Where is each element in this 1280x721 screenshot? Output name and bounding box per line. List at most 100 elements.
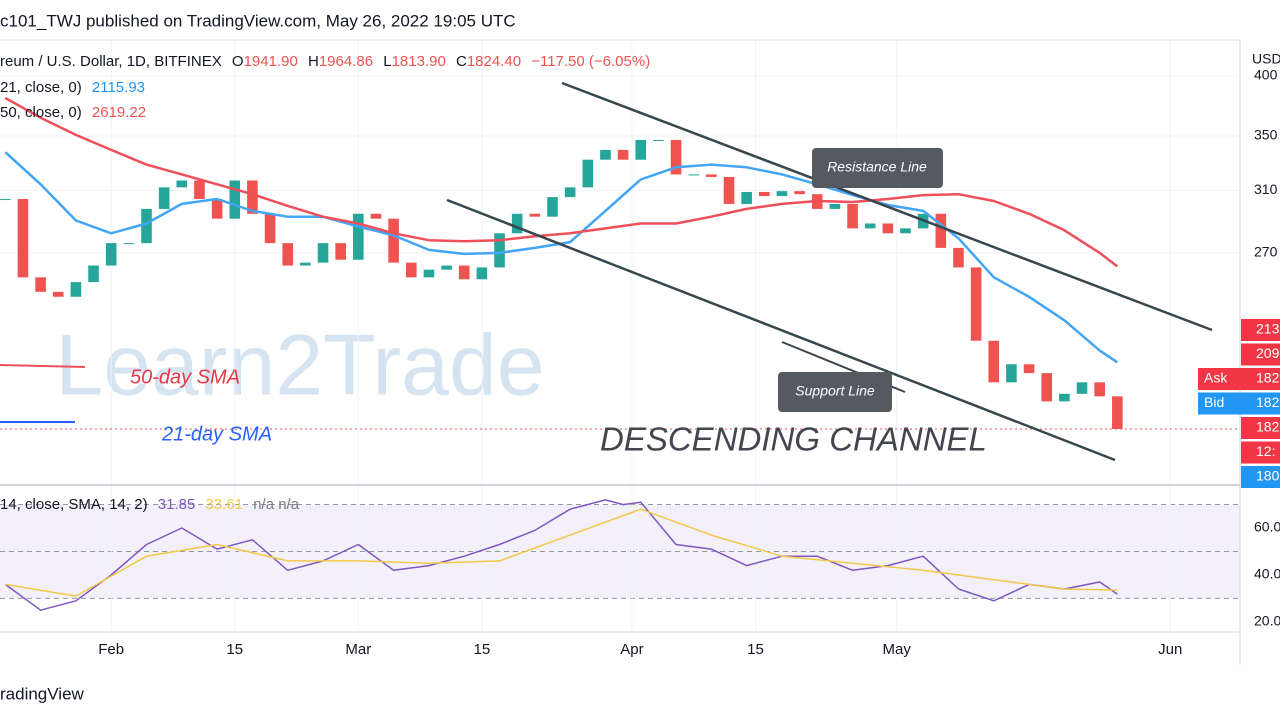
candle-body	[882, 223, 894, 234]
watermark: Learn2Trade	[55, 318, 544, 414]
candle-body	[282, 243, 294, 266]
axes: Feb 15 Mar 15 Apr 15 May Jun 400 350 310 270 60.0 40.…	[98, 67, 1280, 658]
price-tag	[1198, 392, 1280, 415]
candle-body	[829, 203, 841, 209]
y-tick-label: 350	[1254, 127, 1278, 143]
sma50-legend: 50, close, 0) 2619.22	[0, 104, 146, 121]
candle-body	[52, 291, 64, 297]
ohlc-label: O	[232, 53, 244, 70]
candle-body	[141, 208, 152, 244]
rsi-tick-label: 40.0	[1254, 566, 1280, 582]
symbol-legend: reum / U.S. Dollar, 1D, BITFINEX O1941.9…	[0, 53, 650, 70]
x-tick-label: Feb	[98, 641, 124, 658]
currency-label: USD	[1252, 51, 1280, 67]
symbol: reum / U.S. Dollar, 1D, BITFINEX	[0, 53, 222, 70]
candle-body	[423, 269, 435, 278]
price-tag	[1241, 466, 1280, 488]
publisher-line: c101_TWJ published on TradingView.com, M…	[0, 11, 516, 30]
x-tick-label: 15	[226, 641, 243, 658]
ohlc-value: 1941.90	[244, 53, 298, 70]
y-tick-label: 270	[1254, 243, 1278, 259]
candle-body	[1059, 393, 1070, 402]
candle-body	[847, 203, 858, 229]
candle-body	[794, 191, 805, 195]
candle-body	[547, 197, 558, 217]
rsi-sma-value: 33.61	[205, 496, 243, 513]
rsi-band	[0, 504, 1240, 599]
sma50-name: 50, close, 0)	[0, 104, 82, 121]
change: −117.50 (−6.05%)	[531, 53, 650, 70]
candle-body	[194, 180, 205, 200]
candle-body	[123, 243, 135, 245]
candle-body	[953, 247, 964, 268]
candle-body	[688, 174, 699, 176]
candle-body	[564, 187, 576, 198]
candle-body	[105, 243, 117, 266]
support-label: Support Line	[795, 383, 875, 399]
candle-body	[900, 228, 911, 234]
price-tag	[1241, 319, 1280, 341]
y-tick-label: 310	[1254, 181, 1278, 197]
price-tag-value: 182	[1256, 370, 1280, 386]
price-tag	[1241, 343, 1280, 366]
candle-body	[405, 262, 417, 278]
price-tag	[1241, 417, 1280, 439]
candle-body	[582, 159, 594, 188]
candle-body	[759, 191, 770, 197]
price-tag-text: Ask	[1204, 370, 1228, 386]
candle-body	[1041, 373, 1053, 402]
candle-body	[370, 213, 382, 219]
candle-body	[211, 199, 223, 219]
plot-over: Resistance Line Support Line 50-day SMA …	[0, 81, 1213, 462]
rsi-na: n/a n/a	[253, 496, 300, 513]
candle-body	[935, 213, 947, 248]
support-trendline	[446, 198, 1116, 462]
price-tag	[1241, 441, 1280, 464]
ohlc-label: L	[383, 53, 391, 70]
channel-annotation: DESCENDING CHANNEL	[600, 421, 987, 458]
candle-body	[17, 199, 29, 278]
indicator-line	[5, 508, 1118, 597]
support-label-box	[778, 372, 892, 412]
price-tag-text: 182	[1256, 419, 1280, 435]
resistance-label: Resistance Line	[827, 159, 927, 175]
candle-body	[264, 213, 276, 244]
candle-body	[494, 233, 505, 268]
candle-body	[88, 265, 99, 283]
candle-body	[35, 277, 46, 292]
price-tag	[1198, 368, 1280, 390]
sma50-key-line	[0, 364, 86, 368]
sma21-legend: 21, close, 0) 2115.93	[0, 79, 145, 96]
candle-body	[317, 243, 329, 263]
indicator-line	[4, 96, 1119, 268]
sma21-name: 21, close, 0)	[0, 79, 82, 96]
candle-body	[176, 180, 188, 188]
candle-body	[706, 174, 717, 177]
candle-body	[670, 139, 682, 175]
candle-body	[441, 265, 452, 270]
price-tag-text: 180	[1256, 468, 1280, 484]
candle-body	[158, 187, 170, 209]
sma21-annotation: 21-day SMA	[161, 423, 272, 445]
ohlc-label: C	[456, 53, 467, 70]
price-tag-value: 182	[1256, 394, 1280, 410]
candle-body	[0, 199, 11, 201]
candle-body	[635, 139, 647, 160]
x-tick-label: 15	[474, 641, 491, 658]
candle-body	[247, 180, 258, 214]
candle-body	[335, 243, 346, 260]
candle-body	[1112, 396, 1123, 430]
rsi-legend: 14, close, SMA, 14, 2) 31.85 33.61 n/a n…	[0, 496, 300, 513]
x-tick-label: Mar	[345, 641, 371, 658]
candle-body	[1023, 364, 1035, 374]
price-tag-text: 213	[1256, 321, 1280, 337]
ohlc-value: 1964.86	[319, 53, 373, 70]
candle-body	[529, 213, 541, 217]
candle-body	[988, 340, 1000, 383]
candle-body	[617, 149, 629, 160]
resistance-trendline	[561, 81, 1213, 332]
footer-brand: radingView	[0, 684, 85, 703]
